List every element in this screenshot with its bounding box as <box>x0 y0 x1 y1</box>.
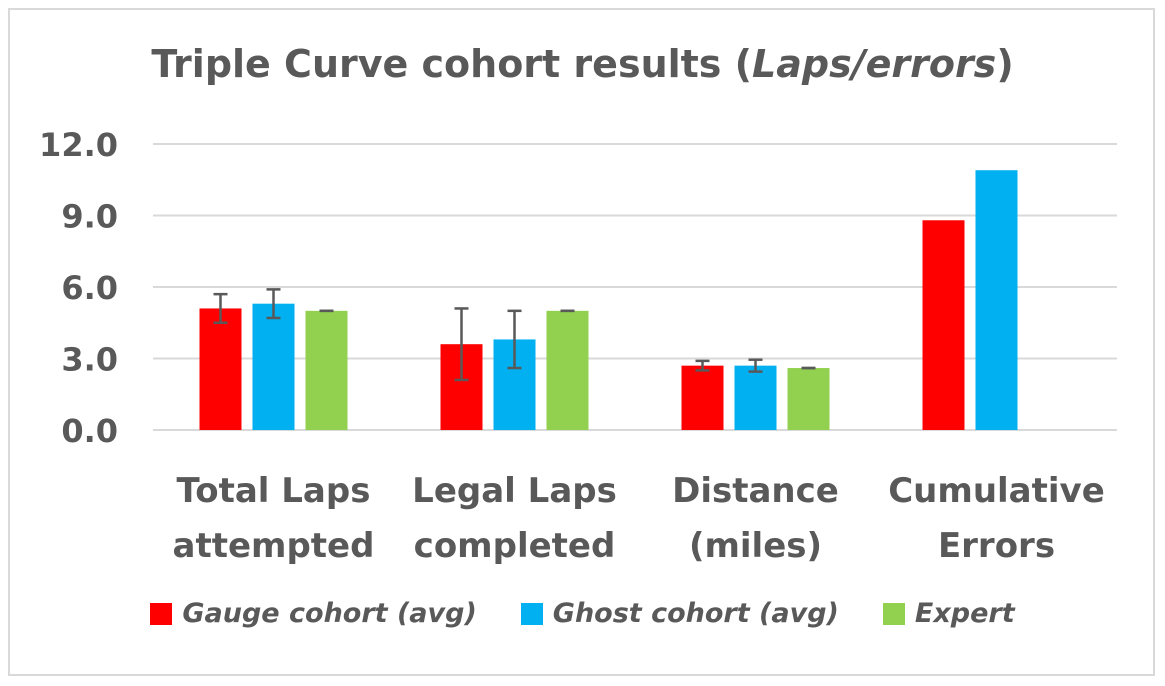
legend-swatch-gauge <box>150 602 173 625</box>
x-category-label: attempted <box>173 526 375 566</box>
y-tick-label: 3.0 <box>61 341 118 379</box>
x-category-label: Total Laps <box>177 471 371 511</box>
legend-item-gauge: Gauge cohort (avg) <box>150 598 477 629</box>
bar <box>252 303 295 430</box>
bar <box>305 310 348 430</box>
legend-label-expert: Expert <box>914 598 1015 629</box>
y-tick-label: 12.0 <box>39 126 118 164</box>
bar <box>734 365 777 430</box>
legend-item-ghost: Ghost cohort (avg) <box>520 598 839 629</box>
y-tick-label: 9.0 <box>61 198 118 236</box>
legend-swatch-expert <box>882 602 905 625</box>
y-tick-label: 0.0 <box>61 412 118 450</box>
x-category-label: (miles) <box>689 526 822 566</box>
x-category-label: completed <box>414 526 616 566</box>
legend-swatch-ghost <box>520 602 543 625</box>
legend-label-ghost: Ghost cohort (avg) <box>552 598 839 629</box>
legend-label-gauge: Gauge cohort (avg) <box>182 598 477 629</box>
chart-title: Triple Curve cohort results (Laps/errors… <box>151 42 1014 86</box>
x-category-label: Legal Laps <box>412 471 617 511</box>
bar <box>975 170 1018 430</box>
x-category-label: Cumulative <box>888 471 1105 511</box>
y-tick-label: 6.0 <box>61 269 118 307</box>
x-category-label: Distance <box>672 471 839 511</box>
x-category-label: Errors <box>938 526 1055 566</box>
bar <box>546 310 589 430</box>
bar <box>922 220 965 430</box>
bar <box>681 365 724 430</box>
bar <box>199 308 242 430</box>
chart-legend: Gauge cohort (avg) Ghost cohort (avg) Ex… <box>0 598 1165 629</box>
bar <box>787 368 830 430</box>
legend-item-expert: Expert <box>882 598 1015 629</box>
